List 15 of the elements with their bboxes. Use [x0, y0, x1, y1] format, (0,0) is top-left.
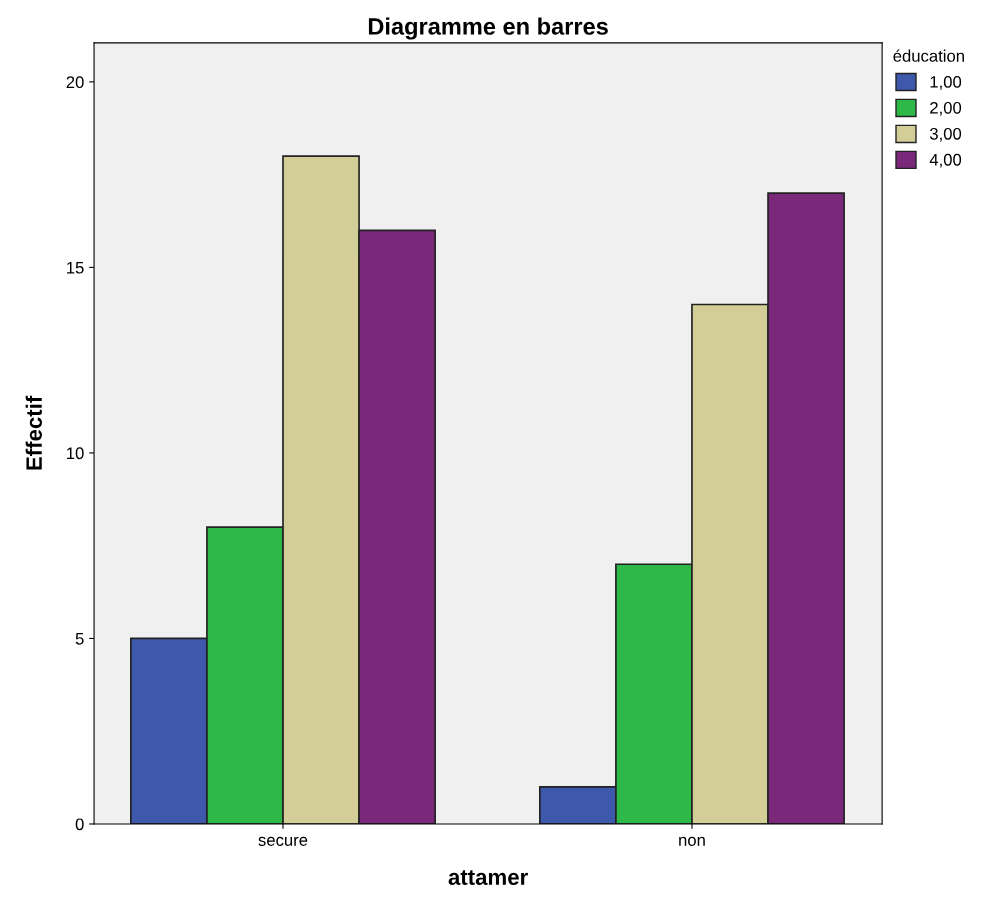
- legend-title: éducation: [893, 49, 964, 62]
- legend-label: 4,00: [929, 153, 962, 168]
- legend-label: 1,00: [930, 75, 962, 90]
- y-tick-label: 15: [67, 261, 84, 274]
- y-tick-label: 20: [66, 76, 84, 89]
- chart-title: Diagramme en barres: [368, 17, 608, 40]
- x-axis-title: attamer: [448, 870, 528, 886]
- legend-label: 2,00: [930, 101, 962, 116]
- y-tick-label: 0: [75, 818, 84, 831]
- x-tick-label: secure: [258, 836, 308, 846]
- legend-label: 3,00: [929, 127, 962, 142]
- y-tick-label: 5: [75, 633, 84, 645]
- x-tick-label: non: [679, 836, 705, 846]
- y-axis-title: Effectif: [25, 395, 42, 470]
- y-tick-label: 10: [67, 447, 84, 460]
